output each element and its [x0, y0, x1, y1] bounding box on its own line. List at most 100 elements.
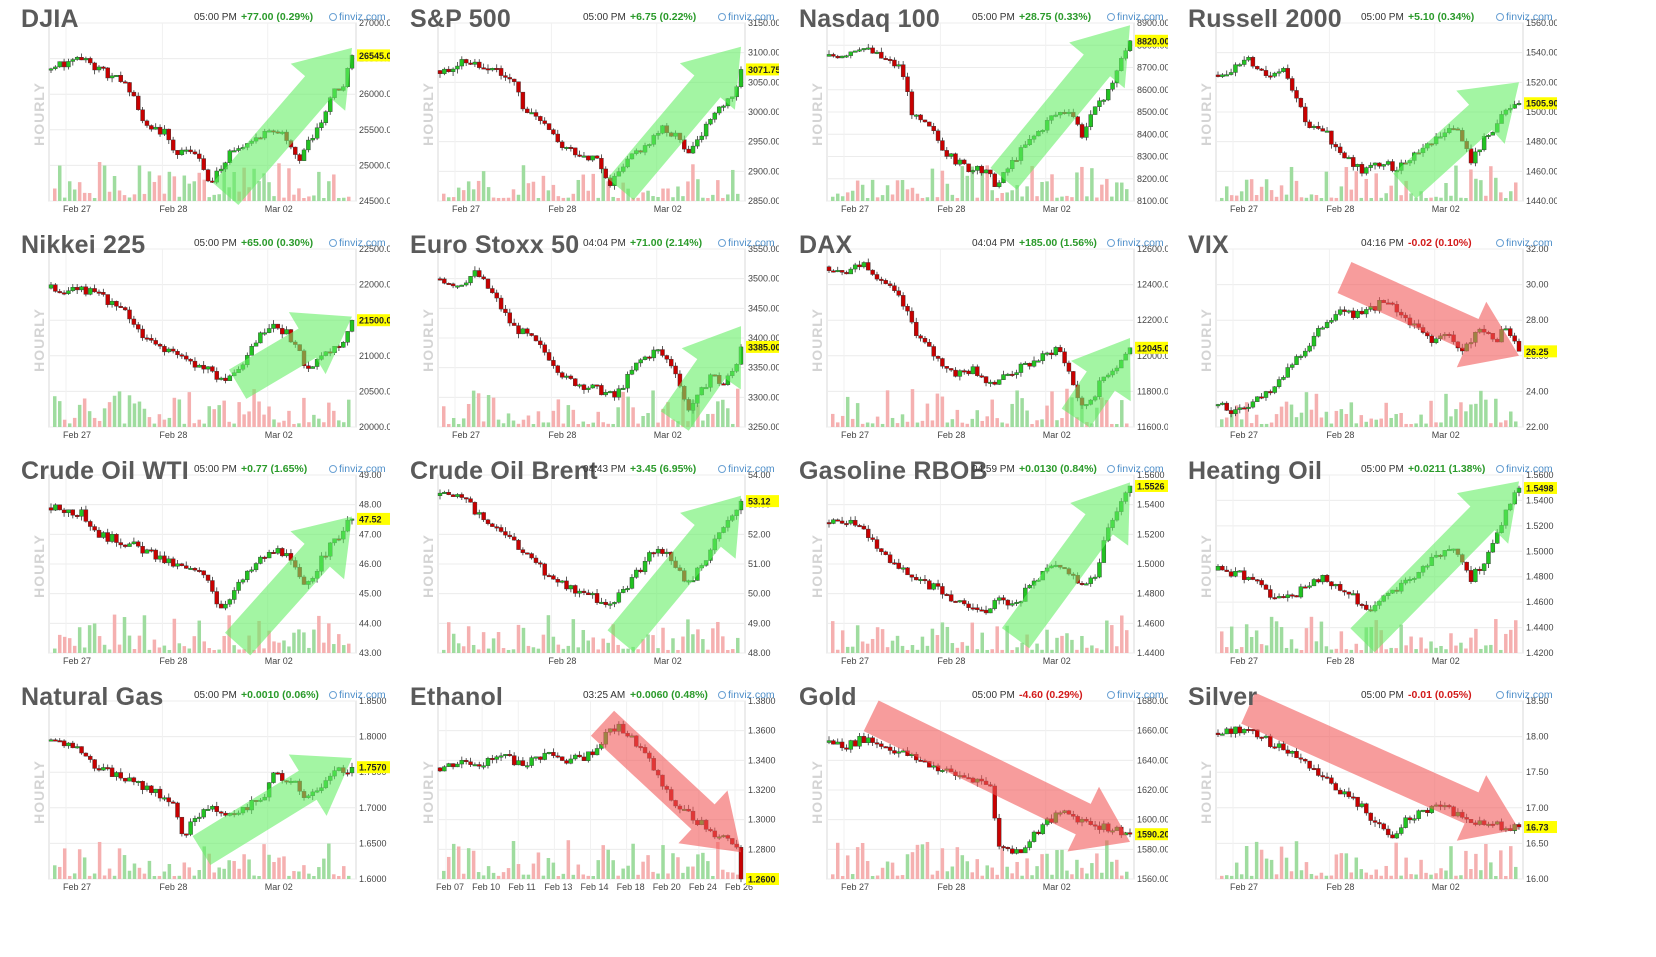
- finviz-link[interactable]: finviz.com: [1107, 689, 1164, 701]
- chart-panel-gold[interactable]: 1680.00 1660.00 1640.00 1620.00 1600.00 1580.…: [779, 679, 1168, 905]
- volume-bar: [651, 635, 655, 653]
- chart-title[interactable]: Heating Oil: [1188, 457, 1323, 485]
- candle-body: [1359, 164, 1365, 174]
- chart-title[interactable]: Nikkei 225: [21, 231, 146, 259]
- finviz-link[interactable]: finviz.com: [718, 689, 775, 701]
- chart-panel-euro-stoxx-50[interactable]: 3550.00 3500.00 3450.00 3400.00 3350.00 3300.…: [390, 227, 779, 453]
- chart-title[interactable]: Gasoline RBOB: [799, 457, 988, 485]
- candle-body: [249, 569, 254, 572]
- candle-body: [144, 785, 150, 790]
- volume-bar: [940, 848, 945, 879]
- chart-panel-djia[interactable]: 27000.026500.026000.025500.025000.024500…: [1, 1, 390, 227]
- candle-body: [1053, 347, 1059, 356]
- chart-panel-gasoline-rbob[interactable]: 1.5600 1.5400 1.5200 1.5000 1.4800 1.4600 1.44…: [779, 453, 1168, 679]
- candle-body: [1276, 743, 1282, 748]
- volume-bar: [1479, 648, 1483, 653]
- candle-body: [1285, 68, 1290, 79]
- chart-panel-nasdaq-100[interactable]: 8900.008800.008700.008600.008500.008400.…: [779, 1, 1168, 227]
- chart-title[interactable]: Ethanol: [410, 683, 504, 711]
- y-tick-label: 1.7000: [359, 803, 387, 813]
- chart-title[interactable]: Euro Stoxx 50: [410, 231, 580, 259]
- candle-body: [655, 349, 661, 352]
- volume-bar: [671, 197, 675, 201]
- finviz-link[interactable]: finviz.com: [718, 463, 775, 475]
- finviz-link[interactable]: finviz.com: [1107, 237, 1164, 249]
- chart-title[interactable]: Natural Gas: [21, 683, 164, 711]
- finviz-link[interactable]: finviz.com: [329, 463, 386, 475]
- volume-bar: [1234, 862, 1239, 879]
- price-change: +71.00 (2.14%): [630, 237, 703, 249]
- chart-title[interactable]: Nasdaq 100: [799, 5, 940, 33]
- finviz-link[interactable]: finviz.com: [1496, 689, 1553, 701]
- chart-title[interactable]: DAX: [799, 231, 853, 259]
- chart-title[interactable]: Gold: [799, 683, 857, 711]
- candle-body: [1241, 59, 1247, 65]
- chart-panel-natural-gas[interactable]: 1.85001.80001.75001.70001.65001.6000Feb …: [1, 679, 390, 905]
- finviz-link[interactable]: finviz.com: [1496, 11, 1553, 23]
- volume-bar: [307, 647, 311, 653]
- finviz-link[interactable]: finviz.com: [329, 237, 386, 249]
- candle-body: [1337, 584, 1343, 591]
- candle-body: [594, 748, 600, 756]
- finviz-link[interactable]: finviz.com: [718, 237, 775, 249]
- volume-bar: [920, 420, 925, 427]
- candle-body: [446, 283, 451, 285]
- y-tick-label: 1480.00: [1526, 137, 1557, 147]
- x-tick-label: Feb 27: [63, 882, 91, 892]
- candle-body: [831, 54, 836, 57]
- finviz-logo-icon: [1107, 13, 1115, 21]
- chart-panel-nikkei-225[interactable]: 22500.022000.021500.021000.020500.020000…: [1, 227, 390, 453]
- candle-body: [948, 153, 954, 157]
- chart-panel-silver[interactable]: 18.50 18.00 17.50 17.00 16.50 16.00 Feb 27 Feb …: [1168, 679, 1557, 905]
- volume-bar: [247, 411, 251, 427]
- candle-body: [1337, 309, 1343, 315]
- chart-title[interactable]: DJIA: [21, 5, 79, 33]
- chart-panel-russell-2000[interactable]: 1560.00 1540.00 1520.00 1500.00 1480.00 1460.…: [1168, 1, 1557, 227]
- chart-panel-heating-oil[interactable]: 1.5600 1.5400 1.5200 1.5000 1.4800 1.4600 1.44…: [1168, 453, 1557, 679]
- finviz-link[interactable]: finviz.com: [1496, 463, 1553, 475]
- volume-bar: [1409, 423, 1413, 427]
- finviz-link[interactable]: finviz.com: [1496, 237, 1553, 249]
- chart-panel-sandp-500[interactable]: 3150.00 3100.00 3050.00 3000.00 2950.00 2900.…: [390, 1, 779, 227]
- volume-bar: [571, 874, 576, 879]
- candle-body: [599, 158, 604, 170]
- chart-panel-ethanol[interactable]: 1.38001.36001.34001.32001.30001.28001.26…: [390, 679, 779, 905]
- chart-title[interactable]: Crude Oil Brent: [410, 457, 598, 485]
- volume-bar: [1514, 866, 1518, 879]
- candle-body: [266, 552, 272, 559]
- finviz-link[interactable]: finviz.com: [718, 11, 775, 23]
- finviz-link[interactable]: finviz.com: [329, 11, 386, 23]
- candle-body: [542, 344, 547, 353]
- volume-bar: [970, 622, 975, 653]
- volume-bar: [1429, 641, 1433, 653]
- candle-body: [262, 332, 267, 335]
- candle-body: [1285, 594, 1290, 598]
- volume-bar: [930, 874, 935, 879]
- volume-bar: [177, 196, 182, 201]
- chart-title[interactable]: Silver: [1188, 683, 1258, 711]
- candle-body: [581, 384, 587, 390]
- finviz-link[interactable]: finviz.com: [1107, 11, 1164, 23]
- volume-bar: [1264, 645, 1269, 653]
- candle-body: [1268, 75, 1273, 78]
- finviz-link[interactable]: finviz.com: [329, 689, 386, 701]
- finviz-link[interactable]: finviz.com: [1107, 463, 1164, 475]
- chart-title[interactable]: S&P 500: [410, 5, 512, 33]
- chart-panel-dax[interactable]: 12600.0 12400.0 12200.0 12000.0 11800.0 11600…: [779, 227, 1168, 453]
- chart-title[interactable]: VIX: [1188, 231, 1229, 259]
- candle-body: [275, 772, 281, 775]
- candle-body: [1246, 57, 1251, 61]
- x-tick-label: Feb 28: [159, 882, 187, 892]
- volume-bar: [307, 873, 311, 879]
- volume-bar: [1339, 631, 1344, 653]
- y-tick-label: 1.4400: [1526, 623, 1554, 633]
- candle-body: [114, 534, 119, 543]
- quote-time: 05:00 PM: [972, 690, 1015, 701]
- volume-bar: [1439, 645, 1443, 653]
- volume-bar: [691, 634, 695, 653]
- chart-title[interactable]: Russell 2000: [1188, 5, 1342, 33]
- chart-title[interactable]: Crude Oil WTI: [21, 457, 189, 485]
- chart-panel-crude-oil-wti[interactable]: 49.00 48.00 47.00 46.00 45.00 44.00 43.00 Feb 2…: [1, 453, 390, 679]
